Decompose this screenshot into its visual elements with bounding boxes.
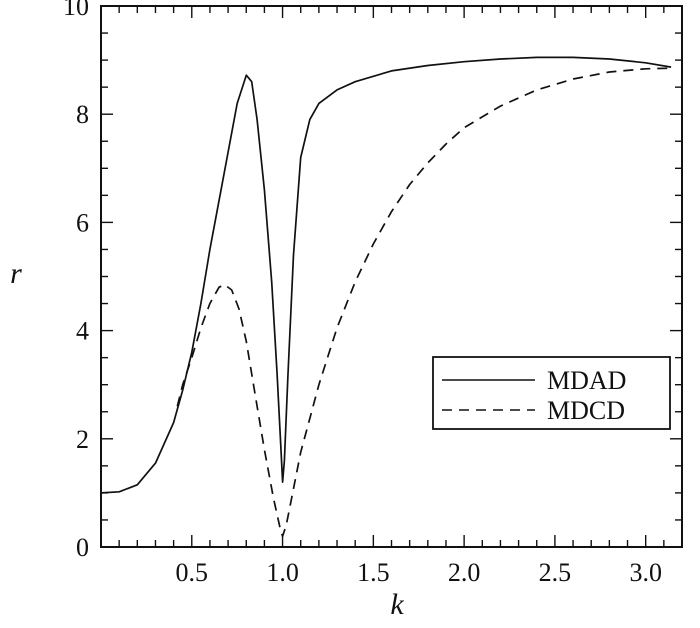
x-tick-label: 2.0 — [448, 558, 481, 587]
y-tick-label: 2 — [76, 425, 89, 454]
legend-box — [432, 356, 671, 430]
x-tick-label: 2.5 — [539, 558, 572, 587]
x-tick-label: 3.0 — [629, 558, 662, 587]
legend: MDAD MDCD — [432, 356, 671, 430]
y-tick-label: 6 — [76, 208, 89, 237]
legend-label-mdcd: MDCD — [547, 396, 625, 425]
series-layer — [100, 56, 672, 538]
y-axis-title: r — [10, 257, 22, 290]
x-axis-title: k — [390, 588, 404, 621]
y-tick-label: 0 — [76, 533, 89, 562]
series-line-mdad — [100, 56, 672, 494]
y-tick-label: 8 — [76, 100, 89, 129]
legend-label-mdad: MDAD — [547, 366, 626, 395]
x-tick-label: 1.5 — [357, 558, 390, 587]
ticks-layer: 0.5 1.0 1.5 2.0 2.5 3.0 0 2 4 6 8 10 — [63, 0, 682, 587]
y-tick-label: 4 — [76, 317, 89, 346]
plot-frame — [100, 5, 683, 548]
x-tick-label: 0.5 — [176, 558, 209, 587]
y-tick-label: 10 — [63, 0, 89, 21]
series-line-mdcd — [176, 67, 672, 538]
x-tick-label: 1.0 — [266, 558, 299, 587]
